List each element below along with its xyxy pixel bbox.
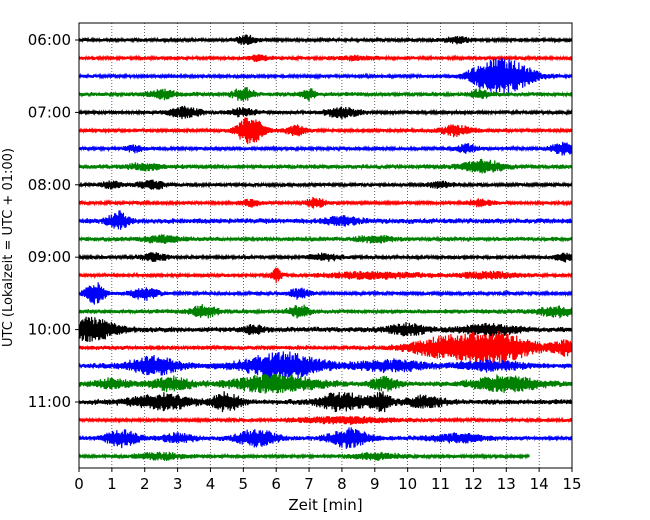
y-axis-ticks: 06:00 07:00 08:00 09:00 10:00 11:00 <box>28 31 79 411</box>
y-axis-title: UTC (Lokalzeit = UTC + 01:00) <box>1 148 16 347</box>
y-tick-label: 06:00 <box>28 31 71 49</box>
trace-1100 <box>78 391 573 413</box>
trace-0930 <box>78 282 573 305</box>
x-tick-label: 0 <box>74 475 84 493</box>
trace-0745 <box>78 158 573 174</box>
x-tick-label: 7 <box>304 475 314 493</box>
trace-1115 <box>78 415 573 425</box>
x-tick-label: 9 <box>370 475 380 493</box>
x-tick-label: 1 <box>107 475 117 493</box>
x-tick-label: 2 <box>140 475 150 493</box>
y-tick-label: 09:00 <box>28 248 71 266</box>
x-tick-label: 8 <box>337 475 347 493</box>
y-tick-label: 10:00 <box>28 321 71 339</box>
trace-0715 <box>78 117 573 145</box>
x-tick-label: 6 <box>271 475 281 493</box>
trace-0615 <box>78 54 573 63</box>
x-axis-ticks: 0 1 2 3 4 5 6 7 8 9 10 11 12 13 14 15 <box>74 468 582 493</box>
y-tick-label: 11:00 <box>28 393 71 411</box>
plot-frame <box>78 22 573 469</box>
x-tick-label: 10 <box>398 475 417 493</box>
vertical-gridlines <box>111 23 540 468</box>
trace-0600 <box>78 34 573 45</box>
y-tick-label: 08:00 <box>28 176 71 194</box>
y-tick-label: 07:00 <box>28 103 71 121</box>
seismogram-traces <box>78 34 573 461</box>
x-axis-title: Zeit [min] <box>288 496 362 514</box>
trace-0815 <box>78 196 573 209</box>
trace-1145 <box>78 451 530 461</box>
trace-0900 <box>78 252 573 263</box>
trace-1030 <box>78 351 573 380</box>
trace-0800 <box>78 179 573 190</box>
x-tick-label: 5 <box>239 475 249 493</box>
x-tick-label: 14 <box>530 475 549 493</box>
trace-0645 <box>78 87 573 102</box>
x-tick-label: 15 <box>562 475 581 493</box>
x-tick-label: 4 <box>206 475 216 493</box>
trace-0915 <box>78 267 573 284</box>
x-tick-label: 3 <box>173 475 183 493</box>
trace-0945 <box>78 304 573 319</box>
trace-0730 <box>78 141 573 156</box>
trace-0830 <box>78 210 573 230</box>
trace-0630 <box>78 57 573 95</box>
trace-0700 <box>78 105 573 120</box>
trace-0845 <box>78 234 573 244</box>
x-tick-label: 13 <box>497 475 516 493</box>
trace-1045 <box>78 373 573 394</box>
x-tick-label: 12 <box>464 475 483 493</box>
x-tick-label: 11 <box>431 475 450 493</box>
trace-1130 <box>78 427 573 449</box>
